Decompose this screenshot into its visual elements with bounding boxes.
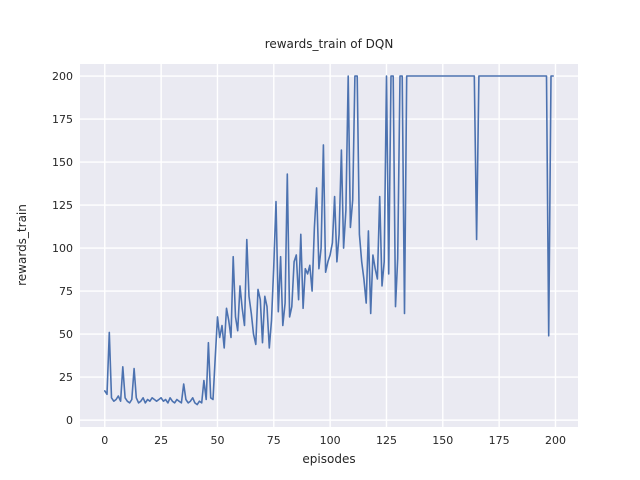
chart-title: rewards_train of DQN (264, 37, 394, 51)
x-tick-label: 75 (267, 434, 281, 447)
plot-area (80, 64, 578, 427)
y-tick-label: 125 (52, 199, 73, 212)
y-tick-label: 175 (52, 113, 73, 126)
y-tick-label: 0 (66, 414, 73, 427)
y-tick-label: 50 (59, 328, 73, 341)
x-tick-label: 0 (101, 434, 108, 447)
x-tick-label: 125 (376, 434, 397, 447)
y-tick-label: 200 (52, 70, 73, 83)
x-tick-label: 50 (210, 434, 224, 447)
y-axis-label: rewards_train (15, 204, 29, 286)
y-tick-label: 100 (52, 242, 73, 255)
series-rewards-train (104, 75, 555, 406)
x-tick-label: 200 (545, 434, 566, 447)
x-axis-label: episodes (302, 452, 356, 466)
x-tick-label: 100 (320, 434, 341, 447)
x-tick-label: 175 (489, 434, 510, 447)
x-tick-label: 150 (432, 434, 453, 447)
y-tick-label: 75 (59, 285, 73, 298)
y-tick-label: 150 (52, 156, 73, 169)
x-tick-label: 25 (154, 434, 168, 447)
y-tick-label: 25 (59, 371, 73, 384)
